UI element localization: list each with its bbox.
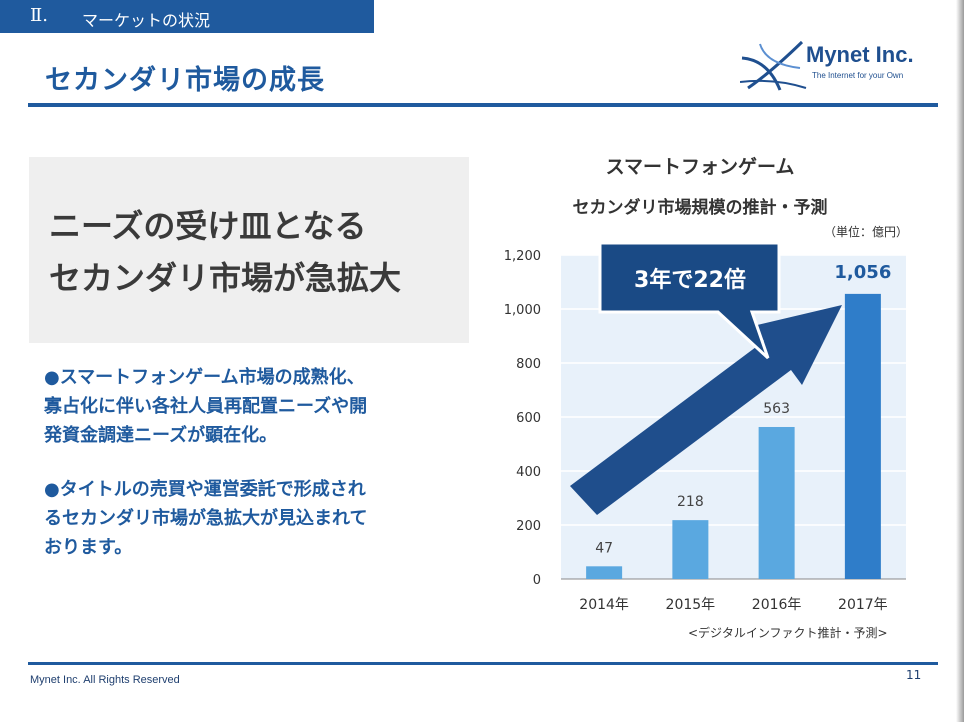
y-tick-label: 400: [516, 465, 541, 480]
company-logo: Mynet Inc. The Internet for your Own: [739, 38, 940, 98]
callout-text: 3年で22倍: [634, 267, 746, 293]
chart-unit: （単位：億円）: [824, 225, 909, 239]
bullet-1-line-2: 寡占化に伴い各社人員再配置ニーズや開: [44, 396, 368, 417]
bullet-2-line-3: おります。: [44, 537, 133, 558]
y-tick-label: 0: [533, 573, 541, 588]
x-tick-label: 2014年: [579, 597, 629, 613]
page-edge-shadow: [956, 0, 964, 722]
x-tick-label: 2017年: [838, 597, 888, 613]
growth-arrow: [570, 305, 842, 515]
headline-line-1: ニーズの受け皿となる: [49, 207, 367, 245]
plot-area: [561, 255, 906, 579]
x-tick-label: 2015年: [666, 597, 716, 613]
y-tick-label: 600: [516, 411, 541, 426]
logo-mark-icon: [739, 40, 807, 91]
data-label: 218: [677, 494, 704, 510]
y-tick-label: 800: [516, 357, 541, 372]
bar: [844, 293, 881, 579]
headline-box: ニーズの受け皿となる セカンダリ市場が急拡大: [29, 157, 469, 343]
bar: [672, 520, 709, 579]
bullet-2-line-2: るセカンダリ市場が急拡大が見込まれて: [44, 508, 368, 529]
data-label: 563: [763, 401, 790, 417]
bar: [758, 426, 795, 579]
logo-name: Mynet Inc.: [806, 42, 914, 67]
footer-divider: [28, 662, 938, 665]
chart-title: スマートフォンゲーム: [605, 156, 795, 178]
section-number: Ⅱ.: [30, 5, 48, 26]
bullet-2: ●タイトルの売買や運営委託で形成され るセカンダリ市場が急拡大が見込まれて おり…: [44, 475, 367, 562]
y-tick-label: 1,000: [504, 303, 541, 318]
headline-line-2: セカンダリ市場が急拡大: [49, 259, 402, 297]
callout-box: [598, 241, 781, 360]
title-divider: [28, 103, 938, 107]
data-label: 1,056: [834, 262, 891, 283]
chart-subtitle: セカンダリ市場規模の推計・予測: [572, 198, 828, 218]
y-tick-label: 200: [516, 519, 541, 534]
bullet-1-line-3: 発資金調達ニーズが顕在化。: [44, 425, 278, 446]
bullet-1-line-1: ●スマートフォンゲーム市場の成熟化、: [44, 367, 365, 388]
bullet-1: ●スマートフォンゲーム市場の成熟化、 寡占化に伴い各社人員再配置ニーズや開 発資…: [44, 363, 367, 450]
page-title: セカンダリ市場の成長: [45, 65, 325, 96]
bar: [586, 566, 623, 579]
chart-source: <デジタルインファクト推計・予測>: [688, 626, 888, 640]
section-tab: Ⅱ. マーケットの状況: [0, 0, 374, 33]
y-tick-label: 1,200: [504, 249, 541, 264]
data-label: 47: [595, 540, 613, 556]
section-title: マーケットの状況: [82, 11, 211, 30]
page-number: 11: [906, 668, 922, 682]
logo-tagline: The Internet for your Own: [812, 71, 904, 80]
x-tick-label: 2016年: [752, 597, 802, 613]
bullet-2-line-1: ●タイトルの売買や運営委託で形成され: [44, 479, 366, 500]
footer-copyright: Mynet Inc. All Rights Reserved: [30, 674, 180, 686]
